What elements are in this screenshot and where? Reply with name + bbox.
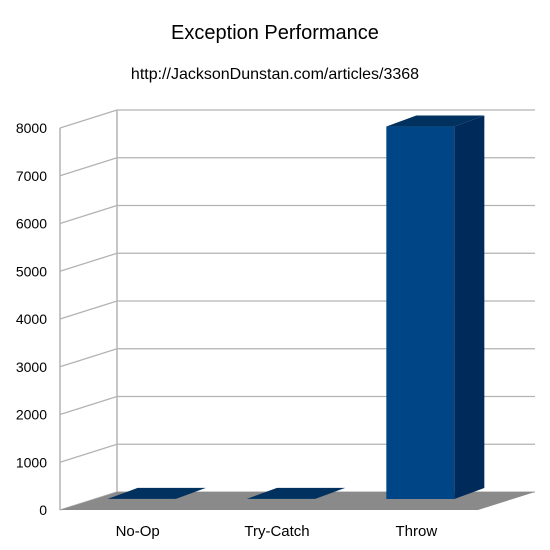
bar-top-face <box>107 487 206 499</box>
side-gridline <box>59 204 118 225</box>
y-tick-label: 6000 <box>16 216 47 232</box>
y-tick-label: 0 <box>39 502 47 518</box>
y-tick-label: 3000 <box>16 359 47 375</box>
side-gridline <box>59 252 118 272</box>
x-category-label: Try-Catch <box>244 523 309 540</box>
bar-throw <box>386 115 485 500</box>
side-gridline <box>59 395 118 416</box>
bar-front-face <box>386 126 455 500</box>
chart-subtitle: http://JacksonDunstan.com/articles/3368 <box>130 66 420 83</box>
y-tick-label: 8000 <box>16 120 47 136</box>
bar-no-op <box>107 487 206 499</box>
bar-side-face <box>315 487 345 499</box>
side-gridline <box>59 109 118 129</box>
bar-top-face <box>247 487 345 499</box>
bar-try-catch <box>247 487 345 499</box>
side-gridline <box>59 300 118 320</box>
y-tick-label: 4000 <box>16 311 47 327</box>
bar-side-face <box>175 487 206 499</box>
bar-top-face <box>386 115 485 127</box>
side-gridline <box>59 157 118 177</box>
side-gridline <box>59 443 118 463</box>
bar-side-face <box>454 115 485 500</box>
side-gridline <box>59 348 118 368</box>
y-tick-label: 2000 <box>16 407 47 423</box>
y-tick-label: 1000 <box>16 454 47 470</box>
x-category-label: Throw <box>395 523 437 540</box>
x-category-label: No-Op <box>116 523 160 540</box>
y-tick-label: 5000 <box>16 263 47 279</box>
y-tick-label: 7000 <box>16 168 47 184</box>
chart-title: Exception Performance <box>171 22 379 44</box>
